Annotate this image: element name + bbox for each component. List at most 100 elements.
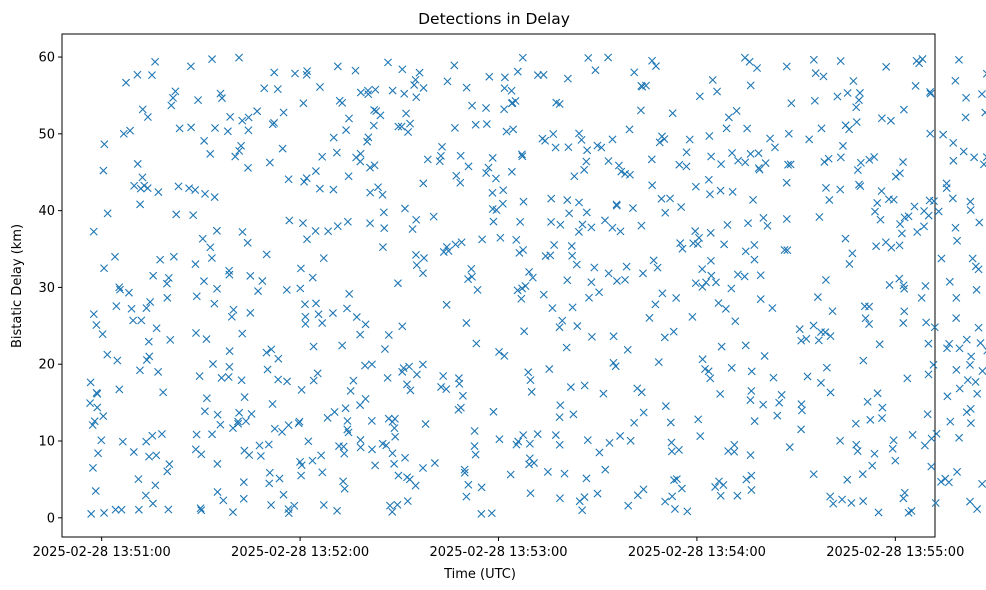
scatter-point	[129, 316, 138, 325]
scatter-point	[865, 320, 874, 328]
scatter-point	[430, 459, 439, 468]
scatter-point	[211, 123, 220, 132]
scatter-point	[86, 378, 95, 387]
scatter-point	[148, 499, 157, 508]
scatter-point	[838, 141, 847, 150]
scatter-point	[563, 74, 572, 83]
scatter-point	[356, 435, 365, 444]
scatter-point	[809, 321, 818, 330]
scatter-point	[380, 224, 389, 233]
scatter-point	[746, 396, 755, 405]
scatter-point	[174, 182, 183, 191]
scatter-point	[213, 459, 222, 468]
scatter-point	[456, 151, 465, 160]
scatter-point	[694, 415, 703, 424]
scatter-point	[836, 185, 845, 194]
scatter-point	[750, 417, 759, 426]
scatter-point	[394, 471, 403, 480]
scatter-point	[651, 62, 660, 71]
scatter-point	[262, 250, 271, 259]
scatter-point	[169, 93, 178, 102]
scatter-point	[191, 260, 200, 269]
scatter-point	[406, 386, 415, 395]
scatter-point	[279, 108, 288, 117]
scatter-point	[278, 144, 287, 153]
scatter-point	[458, 391, 467, 400]
scatter-point	[876, 215, 885, 224]
scatter-point	[609, 358, 618, 367]
scatter-point	[549, 130, 558, 138]
scatter-point	[122, 78, 131, 87]
scatter-point	[195, 372, 204, 381]
scatter-point	[975, 218, 984, 227]
y-axis: 0 10 20 30 40 50 60	[38, 51, 62, 526]
scatter-point	[328, 309, 337, 318]
scatter-point	[278, 427, 287, 436]
scatter-point	[518, 152, 527, 161]
scatter-point	[900, 307, 909, 316]
scatter-point	[488, 153, 497, 162]
scatter-point	[707, 152, 716, 161]
scatter-point	[661, 497, 670, 506]
scatter-point	[111, 505, 120, 514]
scatter-point	[743, 124, 752, 133]
scatter-point	[746, 451, 755, 460]
scatter-point	[872, 242, 881, 251]
scatter-point	[172, 210, 181, 219]
scatter-point	[595, 288, 604, 297]
scatter-point	[400, 89, 409, 98]
scatter-point	[760, 351, 769, 360]
scatter-point	[268, 400, 277, 409]
scatter-point	[324, 227, 333, 236]
y-axis-label: Bistatic Delay (km)	[10, 224, 25, 348]
scatter-point	[197, 450, 206, 459]
scatter-point	[488, 205, 497, 213]
scatter-point	[560, 469, 569, 478]
scatter-point	[243, 238, 252, 247]
scatter-point	[217, 94, 226, 103]
scatter-point	[965, 360, 974, 369]
scatter-point	[563, 276, 572, 285]
scatter-point	[164, 505, 173, 514]
scatter-point	[741, 341, 750, 350]
scatter-point	[411, 75, 420, 84]
scatter-point	[194, 96, 203, 105]
scatter-point	[785, 443, 794, 452]
scatter-point	[756, 271, 765, 280]
scatter-point	[932, 429, 941, 438]
scatter-point	[246, 308, 255, 317]
scatter-point	[473, 285, 482, 294]
scatter-point	[714, 299, 723, 308]
scatter-point	[973, 505, 982, 514]
scatter-point	[228, 508, 237, 517]
scatter-point	[585, 293, 594, 302]
scatter-point	[959, 147, 968, 156]
scatter-point	[93, 403, 102, 412]
scatter-point	[809, 55, 818, 64]
scatter-point	[526, 489, 535, 498]
scatter-point	[343, 304, 351, 313]
scatter-point	[442, 242, 451, 251]
scatter-point	[797, 425, 806, 434]
scatter-point	[948, 194, 957, 203]
scatter-point	[378, 439, 387, 448]
scatter-point	[859, 356, 868, 365]
scatter-point	[759, 213, 768, 222]
scatter-point	[296, 284, 305, 293]
scatter-point	[518, 284, 527, 293]
scatter-point	[464, 480, 473, 489]
scatter-point	[677, 484, 686, 493]
scatter-point	[654, 358, 663, 367]
scatter-point	[367, 416, 376, 425]
scatter-point	[645, 313, 654, 322]
scatter-point	[841, 234, 850, 243]
scatter-point	[971, 377, 980, 386]
scatter-point	[159, 388, 168, 397]
scatter-point	[556, 220, 565, 229]
scatter-point	[813, 293, 822, 302]
scatter-point	[669, 327, 678, 336]
scatter-point	[930, 323, 939, 332]
scatter-point	[706, 256, 715, 265]
scatter-point	[370, 106, 379, 115]
